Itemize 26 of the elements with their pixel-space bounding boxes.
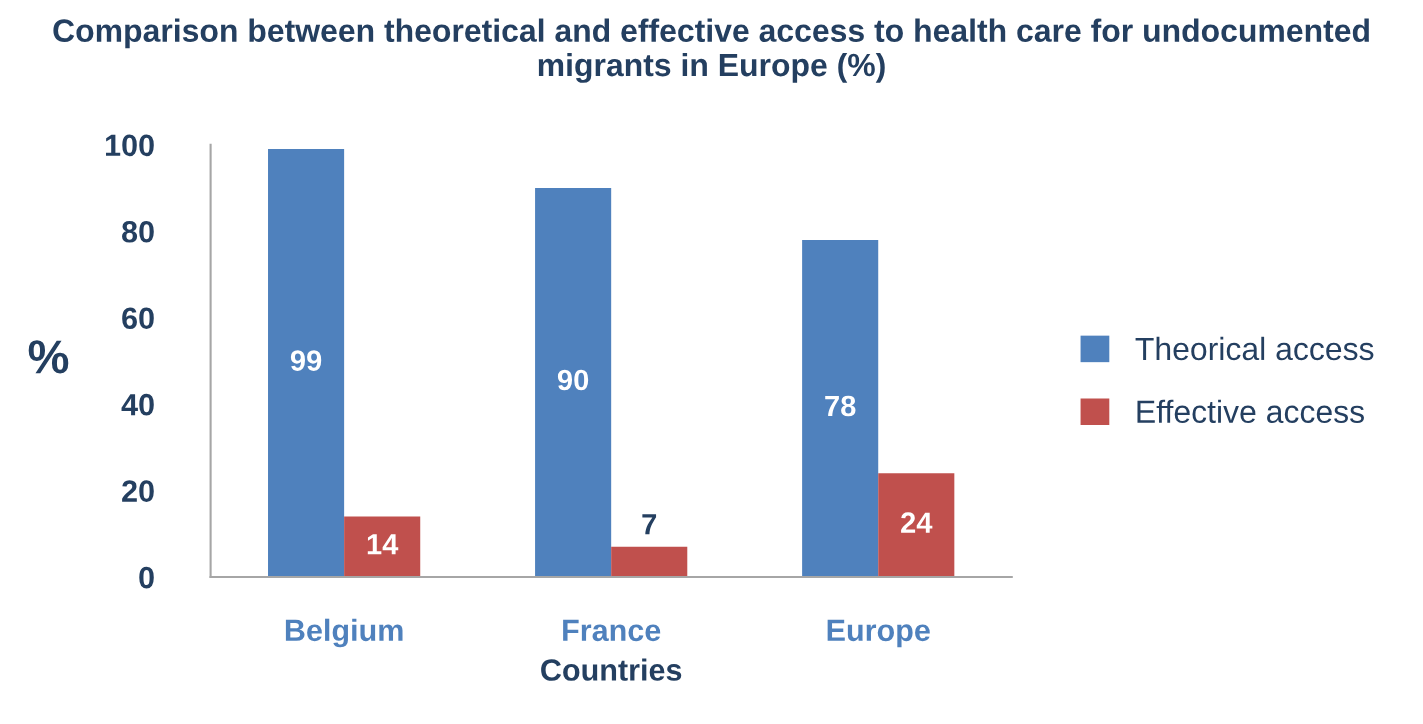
data-label: 14 bbox=[367, 534, 399, 555]
y-tick-label: 40 bbox=[121, 393, 154, 416]
data-label: 90 bbox=[557, 369, 589, 391]
bar bbox=[878, 473, 955, 578]
data-label: 99 bbox=[290, 350, 322, 371]
y-tick-label: 20 bbox=[122, 480, 154, 502]
legend-label: Effective access bbox=[1137, 399, 1364, 424]
bar bbox=[268, 149, 345, 578]
chart-title: Comparison between theoretical and effective access to health care for undocumented migrants in Europe (%) bbox=[53, 18, 1369, 83]
x-tick-label: Belgium bbox=[285, 618, 403, 648]
x-tick-label: France bbox=[563, 619, 661, 642]
data-label: 7 bbox=[642, 514, 657, 535]
y-tick-label: 80 bbox=[122, 220, 154, 243]
data-label: 24 bbox=[901, 512, 933, 533]
bar bbox=[802, 239, 879, 578]
y-axis-title: % bbox=[28, 340, 69, 374]
x-axis-title: Countries bbox=[541, 658, 682, 681]
y-tick-label: 100 bbox=[106, 134, 154, 157]
y-tick-label: 60 bbox=[122, 307, 154, 330]
data-label: 78 bbox=[825, 395, 856, 417]
legend-label: Theorical access bbox=[1135, 336, 1374, 361]
bar bbox=[611, 546, 688, 578]
bar bbox=[344, 516, 421, 578]
x-tick-label: Europe bbox=[827, 619, 930, 648]
y-tick-label: 0 bbox=[139, 566, 154, 589]
bar bbox=[535, 188, 612, 578]
